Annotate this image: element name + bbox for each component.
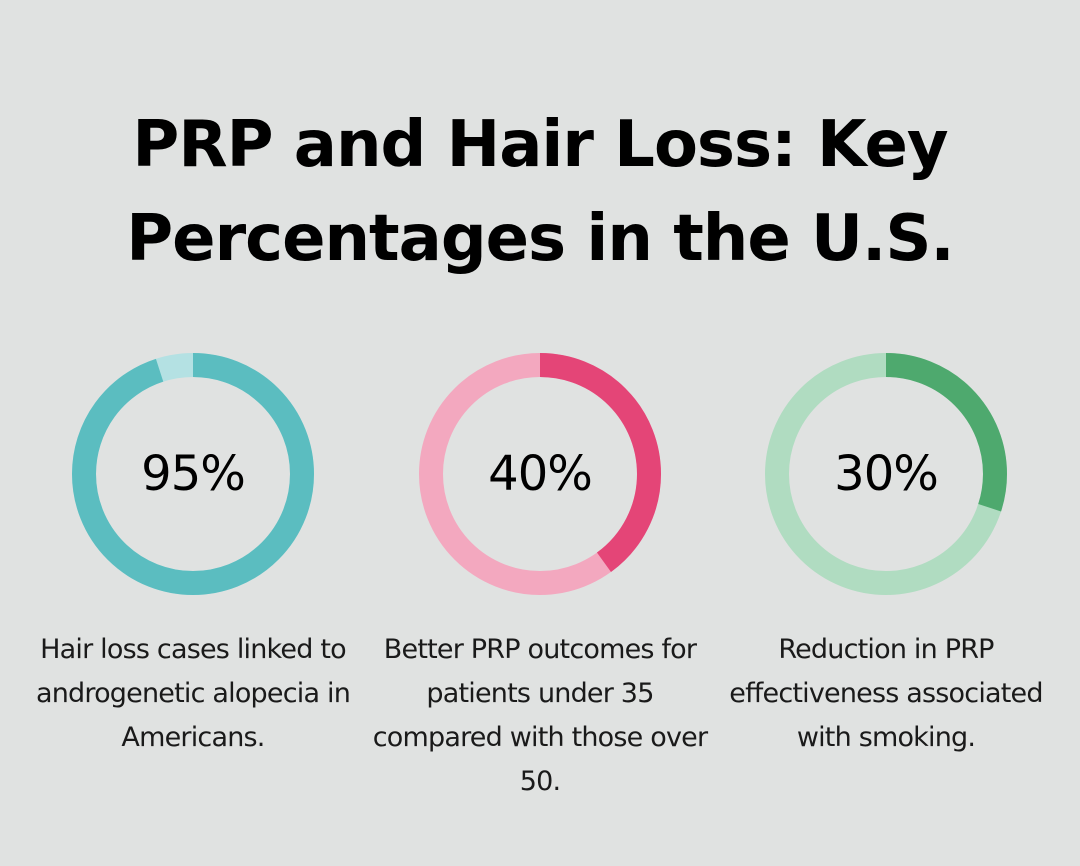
percentage-value: 95% — [141, 446, 246, 502]
percentage-value: 40% — [488, 446, 593, 502]
stat-card-androgenetic-alopecia: 95% Hair loss cases linked to androgenet… — [20, 352, 366, 760]
stat-card-smoking-effect: 30% Reduction in PRP effectiveness assoc… — [713, 352, 1059, 760]
page-title: PRP and Hair Loss: Key Percentages in th… — [126, 108, 954, 276]
donut-chart: 40% — [418, 352, 662, 596]
stat-description: Hair loss cases linked to androgenetic a… — [35, 634, 351, 753]
stat-card-age-outcomes: 40% Better PRP outcomes for patients und… — [367, 352, 713, 804]
donut-ring-icon — [72, 353, 314, 595]
donut-chart: 95% — [71, 352, 315, 596]
percentage-value: 30% — [834, 446, 939, 502]
stat-description: Better PRP outcomes for patients under 3… — [372, 634, 708, 797]
donut-chart: 30% — [764, 352, 1008, 596]
stat-description: Reduction in PRP effectiveness associate… — [729, 634, 1043, 753]
donut-ring-icon — [765, 353, 1007, 595]
donut-ring-icon — [419, 353, 661, 595]
